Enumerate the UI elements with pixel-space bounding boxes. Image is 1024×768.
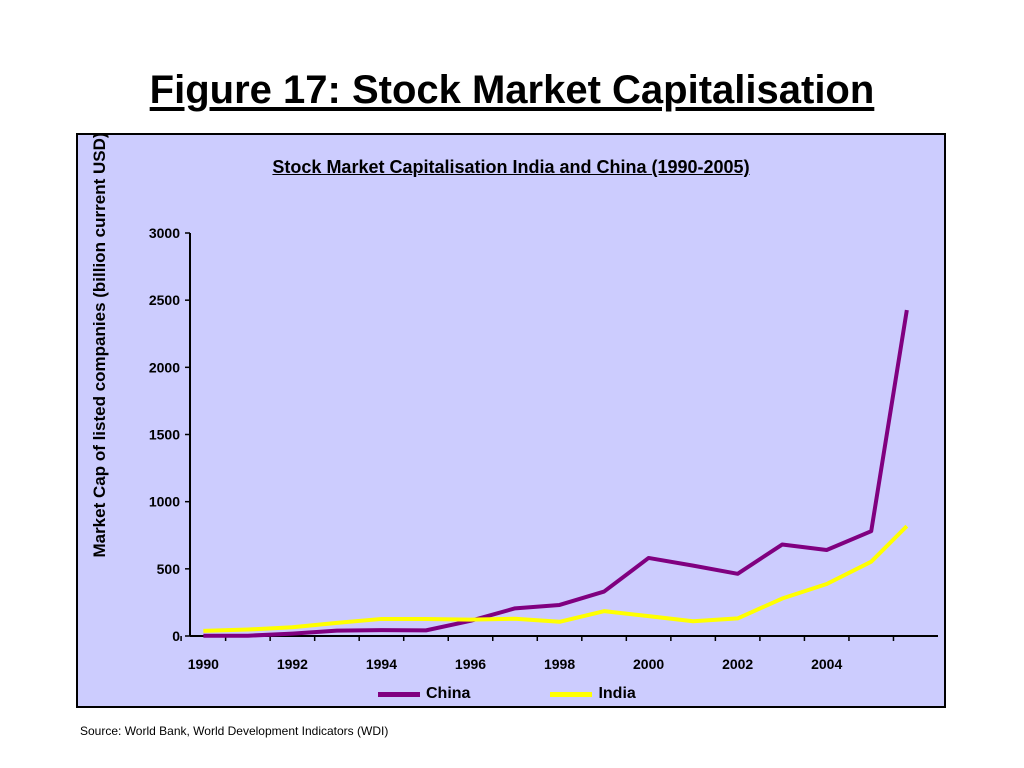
series-line-china bbox=[203, 309, 909, 638]
y-tick-label: 500 bbox=[157, 561, 181, 577]
x-tick-label: 2002 bbox=[722, 656, 753, 672]
x-tick-label: 2000 bbox=[633, 656, 664, 672]
x-tick-label: 1990 bbox=[188, 656, 219, 672]
legend-item-china: China bbox=[378, 685, 470, 703]
legend-swatch-china bbox=[378, 691, 420, 697]
chart-title: Stock Market Capitalisation India and Ch… bbox=[272, 157, 750, 177]
y-tick-label: 1500 bbox=[149, 427, 180, 443]
y-tick-label: 2000 bbox=[149, 359, 180, 375]
x-tick-label: 1992 bbox=[277, 656, 308, 672]
x-tick-label: 1998 bbox=[544, 656, 575, 672]
y-tick-label: 1000 bbox=[149, 494, 180, 510]
legend-label-china: China bbox=[426, 685, 471, 702]
legend-swatch-india bbox=[550, 691, 593, 697]
x-tick-label: 1996 bbox=[455, 656, 486, 672]
source-note: Source: World Bank, World Development In… bbox=[80, 724, 389, 738]
chart-frame: Stock Market Capitalisation India and Ch… bbox=[76, 132, 946, 708]
series-line-india bbox=[203, 524, 909, 633]
slide-title: Figure 17: Stock Market Capitalisation bbox=[149, 68, 875, 112]
legend: China India bbox=[378, 685, 636, 703]
y-tick-label: 2500 bbox=[149, 292, 180, 308]
line-chart: 0 500 1000 1500 2000 2500 3000 1990 1992 1994 1996… bbox=[149, 225, 938, 672]
y-tick-label: 3000 bbox=[149, 225, 180, 241]
x-tick-label: 2004 bbox=[811, 656, 842, 672]
legend-item-india: India bbox=[550, 685, 636, 703]
legend-label-india: India bbox=[598, 685, 636, 702]
y-tick-label: 0 bbox=[172, 628, 180, 644]
x-tick-label: 1994 bbox=[366, 656, 397, 672]
